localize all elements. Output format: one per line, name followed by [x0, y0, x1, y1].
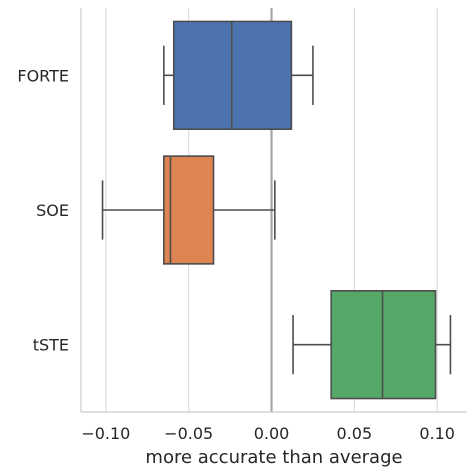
label-layer: more accurate than average −0.10 −0.05 0.0… [17, 66, 455, 468]
box-tste [330, 289, 437, 400]
y-tick-label: SOE [36, 201, 69, 220]
x-tick-label: 0.10 [419, 424, 455, 443]
axes-layer [80, 8, 467, 413]
x-tick-label: 0.05 [337, 424, 373, 443]
x-tick-label: −0.10 [81, 424, 130, 443]
box-soe [163, 155, 215, 265]
x-tick-label: 0.00 [254, 424, 290, 443]
box-layer [101, 20, 452, 400]
x-axis-label: more accurate than average [145, 447, 402, 468]
y-tick-label: FORTE [17, 66, 69, 85]
x-tick-label: −0.05 [164, 424, 213, 443]
box-forte [172, 20, 293, 130]
y-tick-label: tSTE [33, 336, 69, 355]
